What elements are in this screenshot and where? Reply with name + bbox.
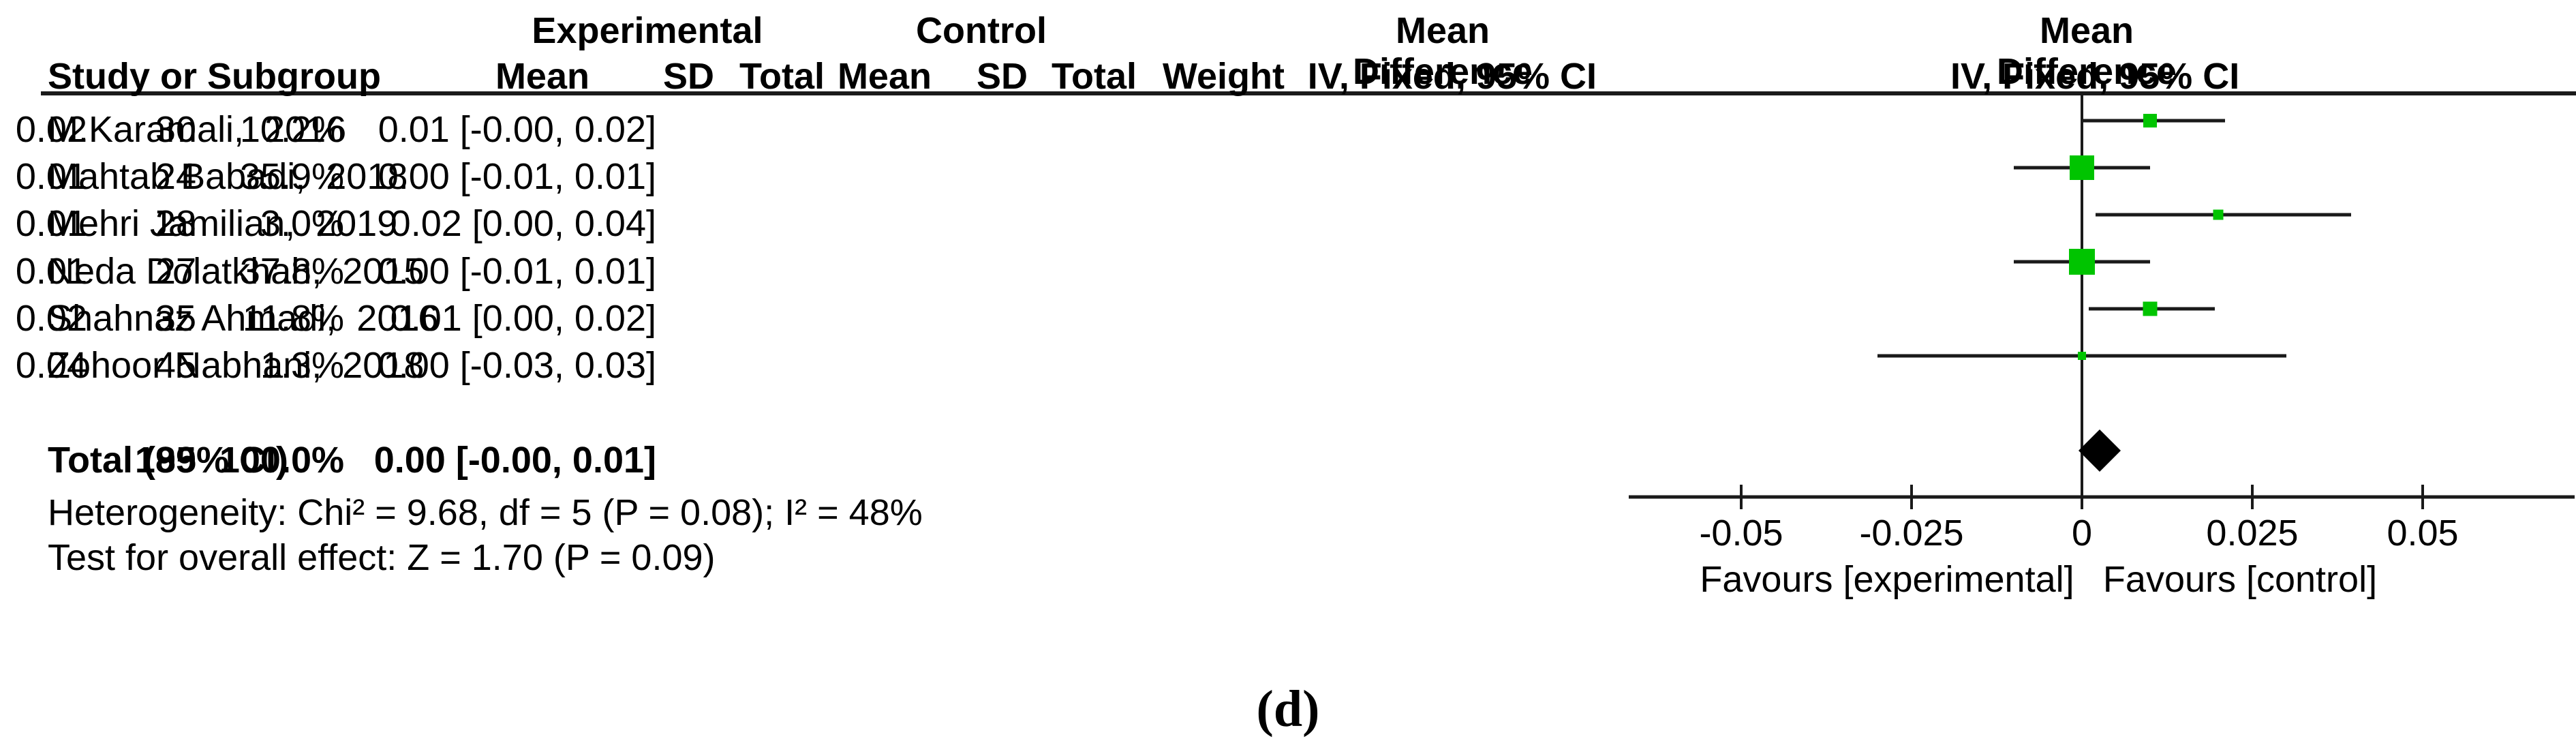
- ctrl-sd: 0.01: [15, 156, 87, 197]
- ctrl-total: 24: [155, 156, 196, 197]
- study-name: Shahnaz Ahmadi, 2016: [48, 298, 439, 339]
- weight-square: [2213, 209, 2224, 220]
- col-header-ctrl-total: Total: [1052, 56, 1137, 97]
- ctrl-sd: 0.01: [15, 203, 87, 244]
- table-row: Mehri Jamilian, 2019 0.34 0.05 29 0.32 0…: [0, 203, 1636, 244]
- group-header-mean-difference-text: Mean Difference: [1352, 10, 1533, 92]
- ctrl-sd: 0.02: [15, 109, 87, 150]
- weight: 10.2%: [239, 109, 344, 150]
- col-header-study: Study or Subgroup: [48, 56, 381, 97]
- total-ci-text: 0.00 [-0.00, 0.01]: [373, 440, 656, 481]
- weight: 1.3%: [260, 345, 344, 386]
- ctrl-total: 45: [155, 345, 196, 386]
- weight: 11.8%: [242, 298, 344, 339]
- ctrl-total: 35: [155, 298, 196, 339]
- x-axis-tick-label: -0.05: [1699, 513, 1783, 554]
- x-axis-tick-label: 0.025: [2206, 513, 2298, 554]
- favours-experimental-label: Favours [experimental]: [1700, 559, 2074, 600]
- x-axis-tick-label: -0.025: [1859, 513, 1963, 554]
- table-row: Zohoor Nabhani, 2018 0.3 0.09 45 0.3 0.0…: [0, 345, 1636, 386]
- heterogeneity-stats: Heterogeneity: Chi² = 9.68, df = 5 (P = …: [48, 492, 923, 533]
- col-header-weight: Weight: [1163, 56, 1285, 97]
- total-label: Total (95% CI): [48, 440, 289, 481]
- total-ctrl-total: 189: [134, 440, 196, 481]
- ctrl-total: 27: [155, 251, 196, 292]
- table-row: Mahtab Babadi, 2018 0.33 0.009 24 0.33 0…: [0, 156, 1636, 197]
- study-name: Zohoor Nabhani, 2018: [48, 345, 425, 386]
- ci-text: 0.00 [-0.01, 0.01]: [378, 251, 656, 292]
- col-header-iv-fixed-plot: IV, Fixed, 95% CI: [1950, 56, 2240, 97]
- col-header-exp-sd: SD: [662, 56, 714, 97]
- weight-square: [2143, 301, 2158, 316]
- weight-square: [2143, 114, 2157, 127]
- ctrl-sd: 0.01: [15, 251, 87, 292]
- weight: 37.8%: [239, 251, 344, 292]
- study-name: Mahtab Babadi, 2018: [48, 156, 408, 197]
- ctrl-sd: 0.02: [15, 298, 87, 339]
- overall-effect-stats: Test for overall effect: Z = 1.70 (P = 0…: [48, 537, 716, 578]
- col-header-iv-fixed-text: IV, Fixed, 95% CI: [1307, 56, 1597, 97]
- panel-caption: (d): [1256, 680, 1320, 738]
- favours-control-label: Favours [control]: [2103, 559, 2377, 600]
- ci-text: 0.01 [-0.00, 0.02]: [378, 109, 656, 150]
- study-name: Neda Dolatkhah, 2015: [48, 251, 425, 292]
- group-header-mean-difference-plot: Mean Difference: [1996, 10, 2177, 92]
- weight-square: [2069, 249, 2095, 275]
- weight-square: [2070, 155, 2094, 180]
- ci-text: 0.01 [0.00, 0.02]: [390, 298, 656, 339]
- ci-text: 0.00 [-0.01, 0.01]: [378, 156, 656, 197]
- ctrl-total: 30: [155, 109, 196, 150]
- ci-text: 0.00 [-0.03, 0.03]: [378, 345, 656, 386]
- col-header-ctrl-mean: Mean: [837, 56, 932, 97]
- col-header-ctrl-sd: SD: [976, 56, 1028, 97]
- total-row: Total (95% CI) 192 189 100.0% 0.00 [-0.0…: [0, 440, 1636, 481]
- table-row: Neda Dolatkhah, 2015 0.16 0.01 29 0.16 0…: [0, 251, 1636, 292]
- study-name: M.Karamali, 2016: [48, 109, 347, 150]
- summary-diamond: [2079, 429, 2121, 472]
- study-name: Mehri Jamilian, 2019: [48, 203, 398, 244]
- weight: 3.0%: [260, 203, 344, 244]
- col-header-exp-mean: Mean: [495, 56, 589, 97]
- table-row: Shahnaz Ahmadi, 2016 0.33 0.02 35 0.32 0…: [0, 298, 1636, 339]
- ctrl-total: 28: [155, 203, 196, 244]
- total-weight: 100.0%: [219, 440, 344, 481]
- group-header-control: Control: [916, 10, 1047, 51]
- group-header-experimental: Experimental: [532, 10, 763, 51]
- weight-square: [2078, 352, 2086, 360]
- ci-text: 0.02 [0.00, 0.04]: [390, 203, 656, 244]
- col-header-exp-total: Total: [739, 56, 825, 97]
- x-axis-tick-label: 0: [2072, 513, 2092, 554]
- weight: 35.9%: [239, 156, 344, 197]
- table-row: M.Karamali, 2016 0.33 0.02 30 0.32 0.02 …: [0, 109, 1636, 150]
- ctrl-sd: 0.04: [15, 345, 87, 386]
- x-axis-tick-label: 0.05: [2387, 513, 2458, 554]
